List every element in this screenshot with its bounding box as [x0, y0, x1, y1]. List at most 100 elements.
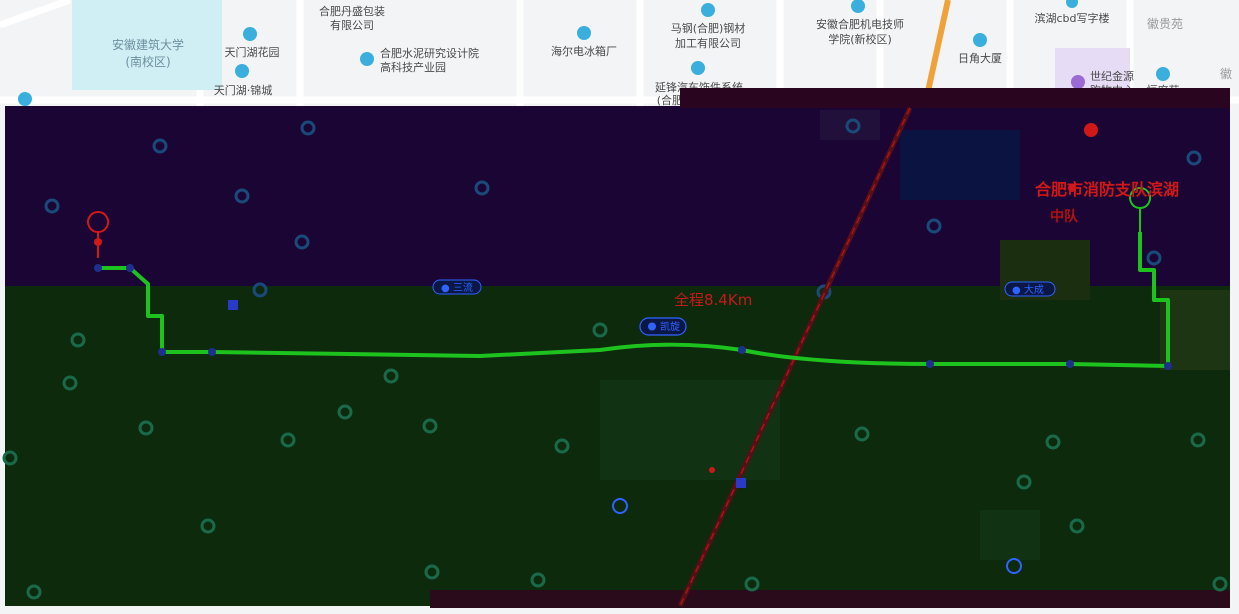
station-icon	[1006, 558, 1022, 574]
dark-poi-dot	[1146, 250, 1162, 266]
gray-label-huiguiyuan: 徽贵苑	[1147, 16, 1183, 31]
dark-poi-dot	[152, 138, 168, 154]
community-icon	[243, 27, 257, 41]
poi-company-cement[interactable]: 合肥水泥研究设计院 高科技产业园	[360, 46, 479, 74]
campus-subname: (南校区)	[125, 54, 170, 69]
dark-poi-dot	[1212, 576, 1228, 592]
poi-label-yanfeng-line2: (合肥)	[657, 93, 688, 107]
dark-poi-dot	[234, 188, 250, 204]
route-node	[1066, 360, 1074, 368]
poi-company-haier[interactable]: 海尔电冰箱厂	[551, 26, 617, 58]
gray-label-edge-hui: 徽	[1220, 66, 1232, 81]
dark-poi-dot	[62, 375, 78, 391]
dark-poi-dot	[845, 118, 861, 134]
dark-block	[430, 590, 1230, 608]
pill-dot	[648, 322, 656, 331]
dark-poi-dot	[554, 438, 570, 454]
poi-label-mech-line2: 学院(新校区)	[828, 32, 892, 46]
poi-school-mech[interactable]: 安徽合肥机电技师 学院(新校区)	[816, 0, 904, 46]
dark-poi-dot	[424, 564, 440, 580]
building-square-icon	[228, 300, 238, 310]
poi-label-dansheng-line1: 合肥丹盛包装	[319, 4, 385, 18]
dark-poi-dot	[383, 368, 399, 384]
dark-poi-dot	[26, 584, 42, 600]
fire-station-marker[interactable]	[1068, 123, 1098, 192]
dark-poi-dot	[592, 322, 608, 338]
poi-label-dansheng-line2: 有限公司	[330, 18, 374, 32]
dark-poi-dot	[294, 234, 310, 250]
end-marker[interactable]	[1129, 187, 1152, 233]
dark-block	[980, 510, 1040, 560]
poi-icon-left-edge	[18, 92, 32, 106]
dark-poi-dot	[138, 420, 154, 436]
highway-orange	[922, 0, 951, 106]
start-marker[interactable]	[87, 211, 110, 259]
route-node	[158, 348, 166, 356]
poi-label-magang-line2: 加工有限公司	[675, 36, 741, 50]
route-node	[208, 348, 216, 356]
dark-poi-dot	[1016, 474, 1032, 490]
poi-company-dansheng[interactable]: 合肥丹盛包装 有限公司	[319, 4, 385, 32]
poi-building-rijiao[interactable]: 日角大厦	[958, 33, 1002, 65]
poi-company-magang[interactable]: 马钢(合肥)钢材 加工有限公司	[671, 3, 746, 50]
route-node	[926, 360, 934, 368]
dark-block	[1160, 290, 1230, 370]
poi-label-cement-line2: 高科技产业园	[380, 60, 446, 74]
poi-label-mech-line1: 安徽合肥机电技师	[816, 17, 904, 31]
pill-bg	[639, 317, 687, 336]
poi-community-tianmenhu-jincheng[interactable]: 天门湖·锦城	[214, 64, 273, 97]
dark-poi-dot	[1069, 518, 1085, 534]
overlay-upper-block	[680, 88, 1230, 108]
dark-poi-dot	[200, 518, 216, 534]
route-node	[126, 264, 134, 272]
dark-poi-dot	[422, 418, 438, 434]
dark-poi-dot	[337, 404, 353, 420]
dark-block	[820, 110, 880, 140]
poi-label-binhu-cbd: 滨湖cbd写字楼	[1034, 11, 1109, 25]
dark-poi-dot	[252, 282, 268, 298]
pill-marker-center[interactable]: 凯旋	[639, 317, 687, 336]
dark-poi-dot	[70, 332, 86, 348]
fire-station-label: 合肥市消防支队滨湖	[1035, 180, 1179, 199]
school-icon	[851, 0, 865, 13]
building-icon	[973, 33, 987, 47]
dark-poi-dot	[1045, 434, 1061, 450]
dark-poi-dot	[926, 218, 942, 234]
building-icon	[1066, 0, 1078, 8]
community-icon	[1156, 67, 1170, 81]
poi-label-magang-line1: 马钢(合肥)钢材	[671, 21, 746, 35]
pill-text-right: ● 大成	[1012, 283, 1044, 296]
pill-bg	[1004, 281, 1056, 297]
dark-poi-dot	[744, 576, 760, 592]
poi-community-tianmenhu-garden[interactable]: 天门湖花园	[225, 27, 280, 59]
dark-poi-dot	[1190, 432, 1206, 448]
fire-station-label-line2: 中队	[1050, 208, 1079, 225]
end-pin-icon	[1129, 187, 1152, 233]
dark-poi-dot	[280, 432, 296, 448]
company-icon	[691, 61, 705, 75]
route-node	[738, 346, 746, 354]
dark-poi-dot	[44, 198, 60, 214]
company-icon	[360, 52, 374, 66]
route-distance-label: 全程8.4Km	[674, 291, 752, 309]
poi-label-haier: 海尔电冰箱厂	[551, 44, 617, 58]
route-nodes	[94, 264, 1172, 370]
dark-poi-dot	[474, 180, 490, 196]
dark-poi-dot	[854, 426, 870, 442]
fire-station-icon	[1084, 123, 1098, 137]
pill-marker-left[interactable]: ● 三流	[432, 279, 482, 295]
dark-poi-dot	[530, 572, 546, 588]
poi-building-binhu-cbd[interactable]: 滨湖cbd写字楼	[1034, 0, 1110, 25]
route-node	[1164, 362, 1172, 370]
poi-label-cement-line1: 合肥水泥研究设计院	[380, 46, 479, 60]
pill-text-center: 凯旋	[660, 320, 680, 333]
fire-station-icon-small	[1068, 184, 1076, 192]
mall-icon	[1071, 75, 1085, 89]
community-icon	[235, 64, 249, 78]
poi-label-tianmenhu-garden: 天门湖花园	[225, 45, 280, 59]
route-node	[94, 264, 102, 272]
dark-poi-dot	[300, 120, 316, 136]
pill-marker-right[interactable]: ● 大成	[1004, 281, 1056, 297]
campus-name: 安徽建筑大学	[112, 37, 184, 52]
